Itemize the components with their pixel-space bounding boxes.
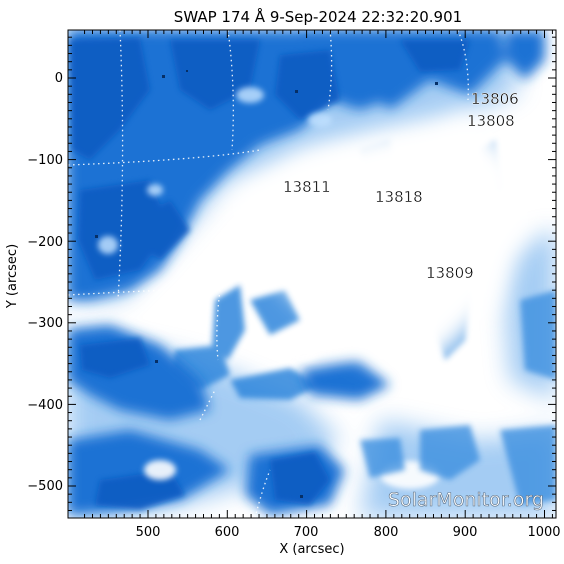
plot-title: SWAP 174 Å 9-Sep-2024 22:32:20.901 [174, 7, 462, 26]
x-tick-label-700: 700 [294, 525, 319, 540]
x-tick-label-1000: 1000 [527, 525, 560, 540]
x-tick-label-800: 800 [374, 525, 399, 540]
x-tick-label-500: 500 [136, 525, 161, 540]
watermark: SolarMonitor.org [388, 489, 544, 511]
region-label-13811: 13811 [283, 178, 331, 196]
tick-marks [68, 30, 556, 518]
y-tick-label-500: −500 [27, 479, 63, 494]
region-label-13809: 13809 [426, 264, 474, 282]
y-tick-label-400: −400 [27, 398, 63, 413]
x-tick-label-900: 900 [453, 525, 478, 540]
x-axis-label: X (arcsec) [279, 542, 344, 557]
x-tick-label-600: 600 [215, 525, 240, 540]
region-label-13808: 13808 [467, 112, 515, 130]
y-tick-label-200: −200 [27, 235, 63, 250]
coordinate-grid [68, 30, 469, 518]
solar-image: 13806 13808 13811 13818 13809 SolarMonit… [68, 30, 556, 518]
y-tick-label-100: −100 [27, 153, 63, 168]
y-tick-label-0: 0 [55, 71, 63, 86]
y-tick-label-300: −300 [27, 316, 63, 331]
region-label-13806: 13806 [471, 90, 519, 108]
region-label-13818: 13818 [375, 188, 423, 206]
y-axis-label: Y (arcsec) [5, 244, 20, 309]
